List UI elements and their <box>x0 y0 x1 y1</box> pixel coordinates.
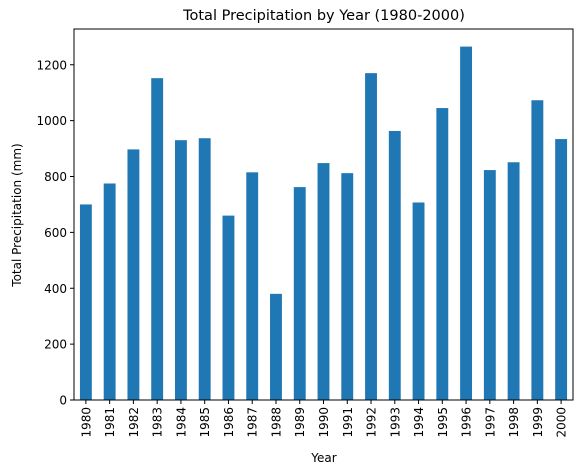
bar-1983 <box>151 78 164 401</box>
bar-1989 <box>293 187 306 400</box>
x-tick-label: 1989 <box>293 407 307 438</box>
bar-1997 <box>483 170 496 400</box>
bar-1988 <box>270 293 282 400</box>
x-tick-label: 1996 <box>460 407 474 438</box>
x-tick-label: 1997 <box>483 407 497 438</box>
x-tick-label: 1985 <box>198 407 212 438</box>
y-tick-label: 1000 <box>36 114 67 128</box>
y-tick-label: 0 <box>59 394 67 408</box>
x-tick-label: 1993 <box>388 407 402 438</box>
bar-2000 <box>555 139 568 400</box>
bar-1982 <box>127 149 140 400</box>
x-tick-label: 1983 <box>151 407 165 438</box>
x-tick-label: 1986 <box>222 407 236 438</box>
bar-1984 <box>174 140 187 401</box>
chart-title: Total Precipitation by Year (1980-2000) <box>182 8 465 24</box>
bar-1996 <box>460 46 473 400</box>
bar-1981 <box>103 183 116 400</box>
x-tick-label: 1988 <box>269 407 283 438</box>
x-tick-label: 1982 <box>127 407 141 438</box>
y-tick-label: 400 <box>44 282 67 296</box>
x-tick-label: 1984 <box>174 407 188 438</box>
x-tick-label: 1998 <box>507 407 521 438</box>
bar-1987 <box>246 172 259 400</box>
x-tick-label: 1995 <box>436 407 450 438</box>
x-tick-label: 2000 <box>555 407 569 438</box>
x-tick-label: 1991 <box>341 407 355 438</box>
y-axis-label: Total Precipitation (mm) <box>10 143 24 287</box>
x-tick-label: 1981 <box>103 407 117 438</box>
x-tick-label: 1999 <box>531 407 545 438</box>
bar-1999 <box>531 100 544 400</box>
bar-1986 <box>222 215 235 400</box>
bar-1993 <box>388 130 401 401</box>
bar-1992 <box>365 73 377 400</box>
bar-1980 <box>79 204 92 400</box>
bar-1990 <box>317 163 330 400</box>
y-tick-label: 1200 <box>36 58 67 72</box>
bar-1985 <box>198 138 211 401</box>
y-axis: 0 200 400 600 800 1000 1200 <box>36 58 74 408</box>
plot-frame <box>73 28 574 401</box>
bar-1995 <box>436 108 449 400</box>
x-tick-label: 1980 <box>79 407 93 438</box>
x-tick-label: 1994 <box>412 407 426 438</box>
x-tick-label: 1987 <box>246 407 260 438</box>
x-tick-label: 1992 <box>365 407 379 438</box>
y-tick-label: 200 <box>44 338 67 352</box>
bars-group <box>79 46 568 401</box>
y-tick-label: 800 <box>44 170 67 184</box>
bar-1991 <box>341 173 354 400</box>
y-tick-label: 600 <box>44 226 67 240</box>
bar-1998 <box>507 162 520 400</box>
x-tick-label: 1990 <box>317 407 331 438</box>
x-axis: 1980 1981 1982 1983 1984 1985 1986 1987 1988 1989… <box>79 400 569 438</box>
x-axis-label: Year <box>310 451 336 465</box>
bar-1994 <box>412 202 425 400</box>
